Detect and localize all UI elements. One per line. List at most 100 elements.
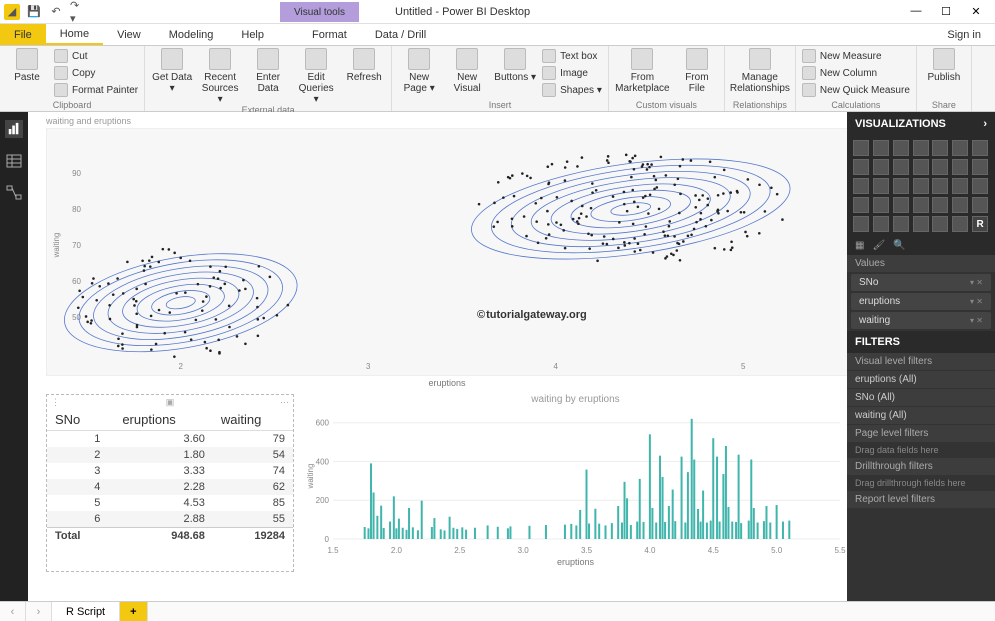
viz-type-icon[interactable] <box>952 197 968 213</box>
enter-data-button[interactable]: Enter Data <box>247 48 289 94</box>
buttons-button[interactable]: Buttons ▾ <box>494 48 536 83</box>
refresh-button[interactable]: Refresh <box>343 48 385 83</box>
new-page-button[interactable]: New Page ▾ <box>398 48 440 94</box>
focus-mode-icon[interactable]: ▣ <box>166 397 175 407</box>
new-quick-measure-button[interactable]: New Quick Measure <box>802 82 910 98</box>
viz-type-icon[interactable] <box>932 197 948 213</box>
tab-view[interactable]: View <box>103 24 155 45</box>
save-icon[interactable]: 💾 <box>26 4 42 20</box>
maximize-icon[interactable]: ☐ <box>939 5 953 18</box>
text-box-button[interactable]: Text box <box>542 48 602 64</box>
viz-type-icon[interactable] <box>972 140 988 156</box>
analytics-tab-icon[interactable]: 🔍 <box>893 240 905 251</box>
viz-type-icon[interactable] <box>853 178 869 194</box>
cut-button[interactable]: Cut <box>54 48 138 64</box>
viz-type-icon[interactable] <box>893 178 909 194</box>
viz-type-icon[interactable] <box>952 159 968 175</box>
viz-type-icon[interactable] <box>913 159 929 175</box>
copy-button[interactable]: Copy <box>54 65 138 81</box>
tab-file[interactable]: File <box>0 24 46 45</box>
viz-type-icon[interactable] <box>873 216 889 232</box>
image-button[interactable]: Image <box>542 65 602 81</box>
data-table-visual[interactable]: ⋮▣⋯ SNoeruptionswaiting 13.607921.805433… <box>46 394 294 572</box>
new-visual-button[interactable]: New Visual <box>446 48 488 94</box>
tab-home[interactable]: Home <box>46 24 103 45</box>
manage-relationships-button[interactable]: Manage Relationships <box>731 48 789 94</box>
viz-type-icon[interactable] <box>952 216 968 232</box>
filter-item[interactable]: SNo (All) <box>847 389 995 406</box>
viz-type-icon[interactable] <box>972 197 988 213</box>
fields-tab-icon[interactable]: ▦ <box>855 240 864 251</box>
recent-sources-button[interactable]: Recent Sources ▾ <box>199 48 241 105</box>
viz-type-icon[interactable] <box>952 140 968 156</box>
field-well-item[interactable]: SNo▾ ✕ <box>851 274 991 291</box>
report-canvas[interactable]: waiting and eruptions 23455060708090wait… <box>28 112 847 601</box>
get-data-button[interactable]: Get Data ▾ <box>151 48 193 94</box>
shapes-button[interactable]: Shapes ▾ <box>542 82 602 98</box>
viz-type-icon[interactable] <box>853 216 869 232</box>
viz-type-icon[interactable] <box>913 197 929 213</box>
table-row[interactable]: 62.8855 <box>47 511 293 528</box>
page-tab-r-script[interactable]: R Script <box>52 602 120 621</box>
tab-help[interactable]: Help <box>227 24 278 45</box>
paste-button[interactable]: Paste <box>6 48 48 83</box>
minimize-icon[interactable]: — <box>909 5 923 18</box>
viz-type-icon[interactable] <box>853 197 869 213</box>
table-row[interactable]: 42.2862 <box>47 479 293 495</box>
table-header[interactable]: waiting <box>213 409 293 431</box>
add-page-button[interactable]: + <box>120 602 147 621</box>
from-file-button[interactable]: From File <box>676 48 718 94</box>
visualizations-header[interactable]: VISUALIZATIONS› <box>847 112 995 136</box>
publish-button[interactable]: Publish <box>923 48 965 83</box>
field-well-item[interactable]: waiting▾ ✕ <box>851 312 991 329</box>
chevron-right-icon[interactable]: › <box>983 118 987 130</box>
viz-type-icon[interactable] <box>913 178 929 194</box>
table-row[interactable]: 33.3374 <box>47 463 293 479</box>
viz-type-icon[interactable] <box>932 140 948 156</box>
new-measure-button[interactable]: New Measure <box>802 48 910 64</box>
redo-icon[interactable]: ↷ ▾ <box>70 4 86 20</box>
new-column-button[interactable]: New Column <box>802 65 910 81</box>
report-view-icon[interactable] <box>5 120 23 138</box>
viz-type-icon[interactable] <box>893 197 909 213</box>
filter-item[interactable]: waiting (All) <box>847 407 995 424</box>
prev-page-button[interactable]: ‹ <box>0 602 26 621</box>
table-row[interactable]: 54.5385 <box>47 495 293 511</box>
viz-type-icon[interactable] <box>913 140 929 156</box>
viz-type-icon[interactable] <box>873 197 889 213</box>
model-view-icon[interactable] <box>5 184 23 202</box>
viz-type-icon[interactable] <box>972 159 988 175</box>
r-visual-icon[interactable]: R <box>972 216 988 232</box>
table-header[interactable]: eruptions <box>114 409 213 431</box>
viz-type-icon[interactable] <box>873 159 889 175</box>
table-row[interactable]: 21.8054 <box>47 447 293 463</box>
from-marketplace-button[interactable]: From Marketplace <box>615 48 670 94</box>
tab-data-drill[interactable]: Data / Drill <box>361 24 440 45</box>
viz-type-icon[interactable] <box>873 140 889 156</box>
tab-format[interactable]: Format <box>298 24 361 45</box>
data-view-icon[interactable] <box>5 152 23 170</box>
viz-type-icon[interactable] <box>972 178 988 194</box>
filter-item[interactable]: eruptions (All) <box>847 371 995 388</box>
format-painter-button[interactable]: Format Painter <box>54 82 138 98</box>
table-row[interactable]: 13.6079 <box>47 431 293 448</box>
drillthrough-drop-zone[interactable]: Drag drillthrough fields here <box>847 475 995 491</box>
format-tab-icon[interactable]: 🖌 <box>872 240 885 251</box>
viz-type-icon[interactable] <box>932 178 948 194</box>
viz-type-icon[interactable] <box>873 178 889 194</box>
table-header[interactable]: SNo <box>47 409 114 431</box>
sign-in-link[interactable]: Sign in <box>933 24 995 45</box>
viz-type-icon[interactable] <box>893 159 909 175</box>
undo-icon[interactable]: ↶ <box>48 4 64 20</box>
page-filter-drop-zone[interactable]: Drag data fields here <box>847 442 995 458</box>
viz-type-icon[interactable] <box>853 159 869 175</box>
viz-type-icon[interactable] <box>913 216 929 232</box>
close-icon[interactable]: ✕ <box>969 5 983 18</box>
tab-modeling[interactable]: Modeling <box>155 24 228 45</box>
viz-type-icon[interactable] <box>893 140 909 156</box>
next-page-button[interactable]: › <box>26 602 52 621</box>
viz-type-icon[interactable] <box>932 159 948 175</box>
density-chart-visual[interactable]: waiting and eruptions 23455060708090wait… <box>46 116 847 388</box>
viz-type-icon[interactable] <box>932 216 948 232</box>
edit-queries-button[interactable]: Edit Queries ▾ <box>295 48 337 105</box>
